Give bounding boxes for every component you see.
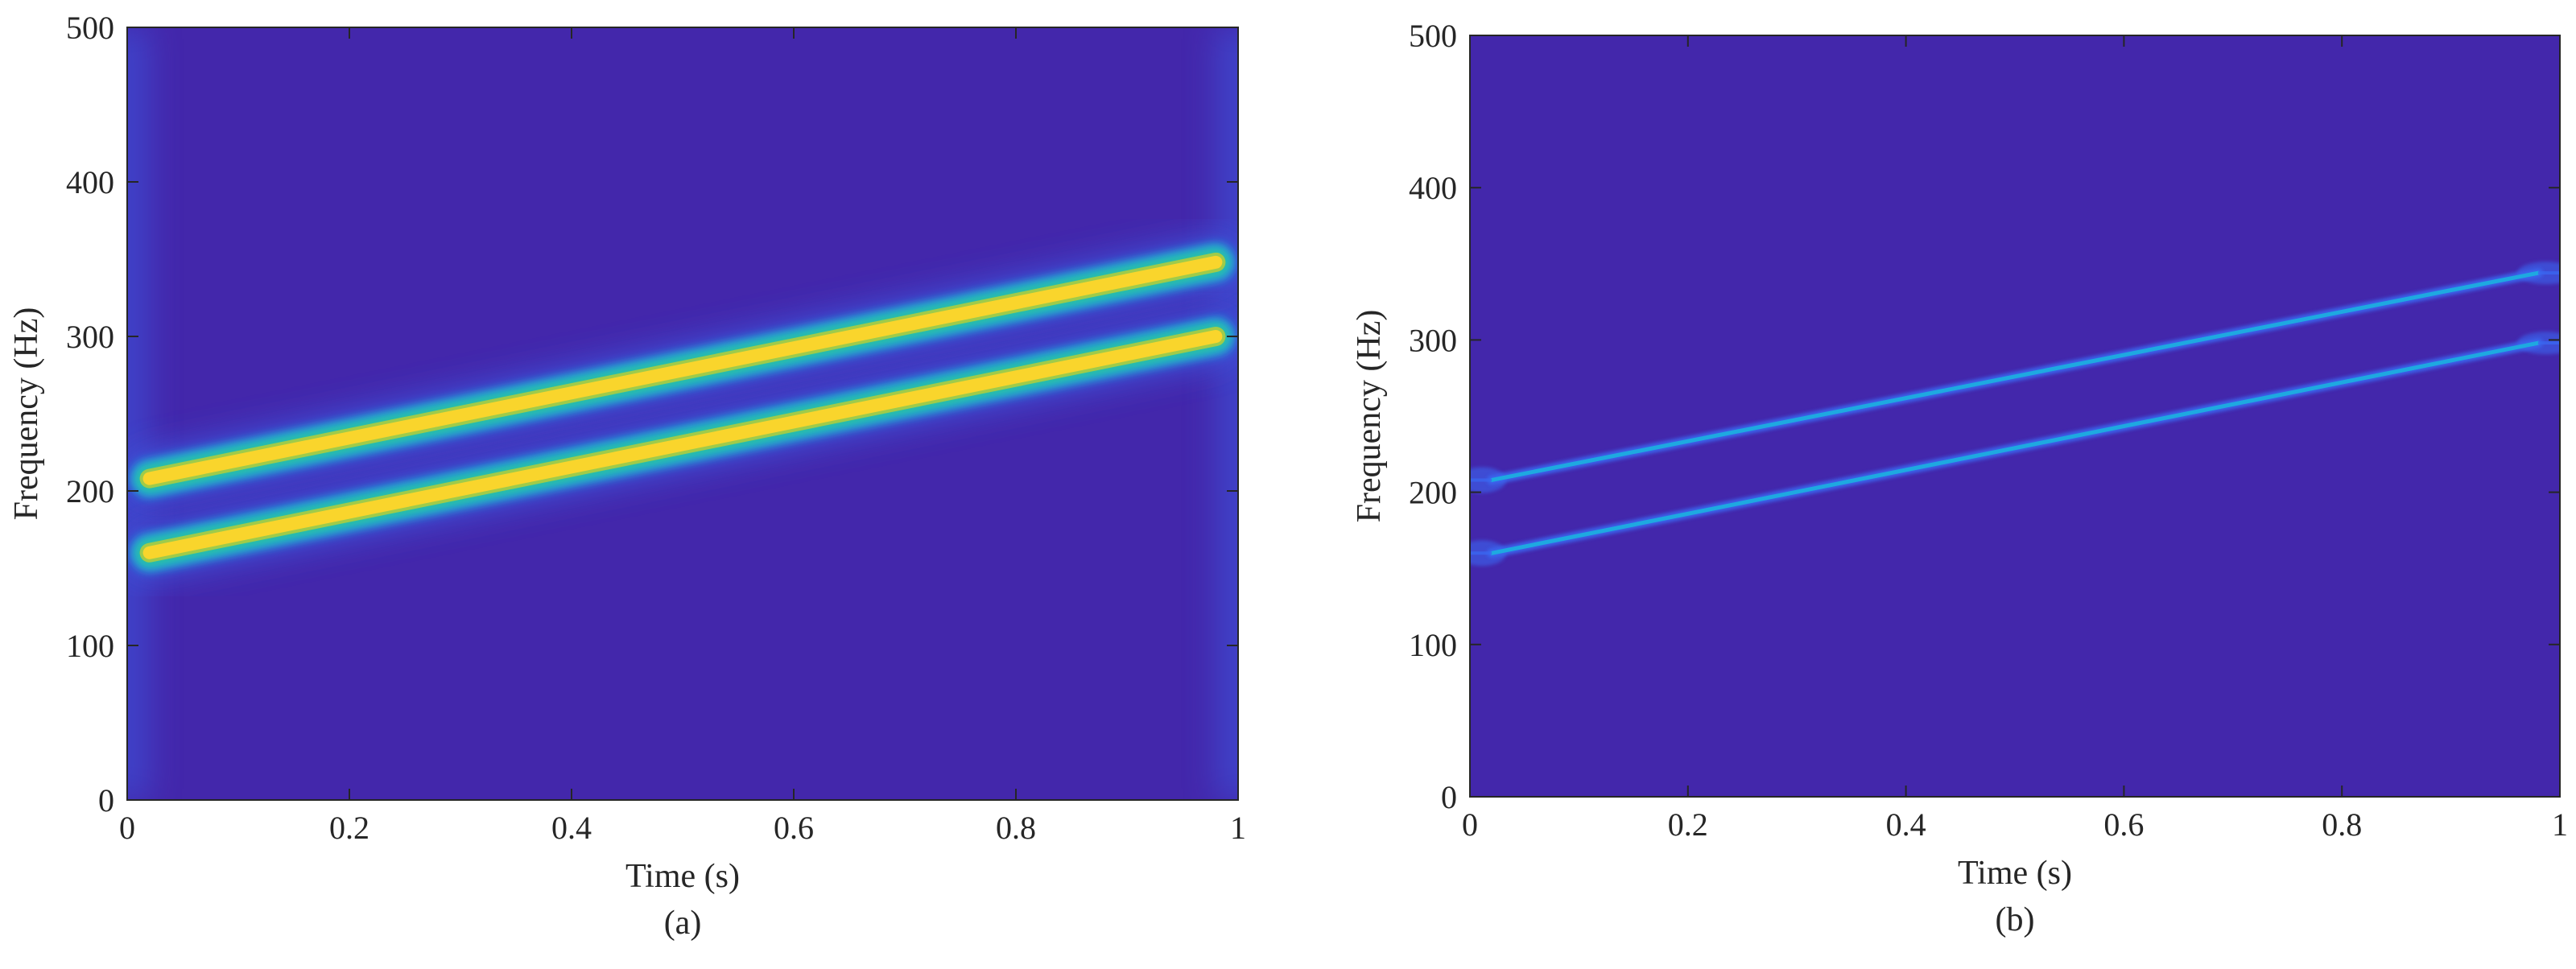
y-axis-label: Frequency (Hz) (1351, 310, 1388, 523)
x-tick-label: 0.6 (774, 810, 814, 846)
axes-frame (126, 27, 1239, 801)
plot-area (127, 27, 1238, 800)
x-tick-label: 0.2 (329, 810, 369, 846)
panel-caption: (b) (1996, 901, 2035, 938)
y-tick-label: 0 (98, 782, 114, 818)
y-tick-label: 300 (66, 319, 114, 355)
y-tick-label: 300 (1409, 322, 1457, 358)
plot-area (1470, 262, 2560, 567)
x-axis-label: Time (s) (625, 858, 740, 895)
ridge-core (1489, 270, 2541, 482)
y-axis-label: Frequency (Hz) (8, 307, 45, 521)
y-tick-label: 400 (1409, 170, 1457, 206)
x-tick-label: 0.6 (2103, 806, 2144, 843)
edge-glow (127, 27, 1238, 800)
axes-frame (1469, 35, 2561, 798)
ridge-2 (127, 240, 1238, 501)
y-tick-label: 200 (66, 473, 114, 509)
ridge-core (142, 330, 1223, 559)
x-tick-label: 0.8 (2322, 806, 2362, 843)
y-tick-label: 200 (1409, 475, 1457, 511)
ridge-core (1489, 340, 2541, 555)
x-axis-label: Time (s) (1958, 855, 2072, 892)
x-tick-label: 1 (1230, 810, 1246, 846)
x-tick-label: 0 (119, 810, 135, 846)
y-tick-label: 100 (66, 628, 114, 664)
ridge-core (142, 255, 1223, 485)
x-tick-label: 0.2 (1668, 806, 1708, 843)
ridge-1 (127, 315, 1238, 575)
y-tick-label: 500 (1409, 18, 1457, 54)
panel-a: 0 0.2 0.4 0.6 0.8 1 0 100 200 300 400 500 Time (s) Fr… (8, 10, 1246, 942)
x-tick-label: 1 (2552, 806, 2568, 843)
y-tick-label: 400 (66, 164, 114, 200)
x-tick-label: 0.4 (551, 810, 592, 846)
plot-background (127, 27, 1238, 800)
ridge-1 (1470, 332, 2560, 567)
panel-b: 0 0.2 0.4 0.6 0.8 1 0 100 200 300 400 500 Time (s) Fr… (1351, 18, 2568, 938)
x-tick-label: 0 (1462, 806, 1478, 843)
y-tick-label: 500 (66, 10, 114, 46)
ridge-2 (1470, 262, 2560, 493)
x-tick-label: 0.4 (1886, 806, 1926, 843)
y-tick-label: 0 (1441, 779, 1457, 815)
y-tick-label: 100 (1409, 627, 1457, 663)
x-tick-label: 0.8 (996, 810, 1036, 846)
plot-background (1470, 35, 2560, 797)
panel-caption: (a) (664, 905, 702, 942)
